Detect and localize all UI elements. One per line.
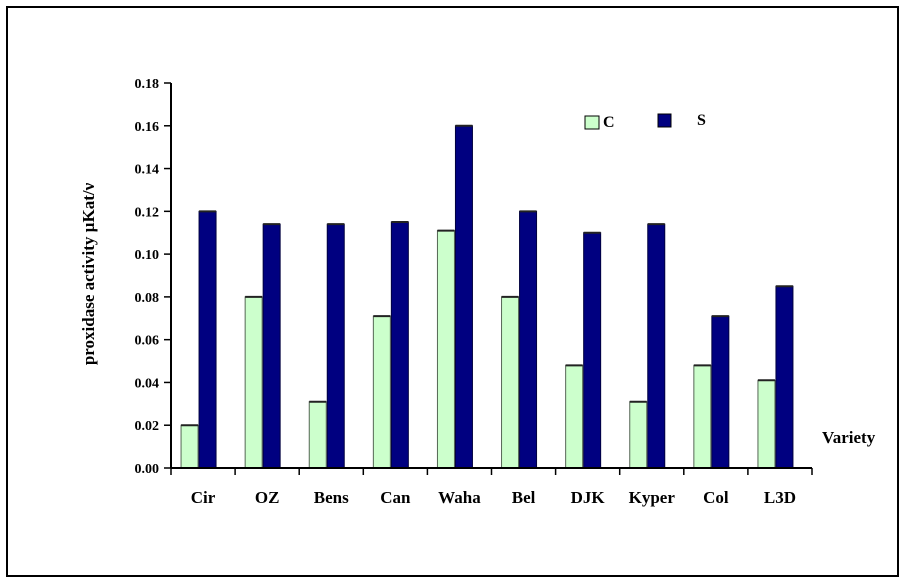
bar-c-cir [180, 424, 199, 469]
y-tick-label: 0.08 [135, 291, 160, 306]
y-axis-label: proxidase activity µKat/ν [79, 182, 98, 365]
bar-c-waha [436, 230, 455, 469]
y-tick-label: 0.12 [135, 205, 160, 220]
bar-s-bens [326, 223, 345, 469]
bar-c-bel [501, 296, 520, 469]
legend-swatch-s [657, 113, 672, 128]
bar-s-bel [519, 210, 538, 469]
legend-label-c: C [603, 114, 615, 131]
y-tick-label: 0.02 [135, 419, 160, 434]
bar-c-oz [244, 296, 263, 469]
x-tick-label: Waha [438, 488, 481, 507]
y-tick-label: 0.18 [135, 77, 160, 92]
y-tick-label: 0.06 [135, 334, 160, 349]
bar-s-can [390, 221, 409, 469]
bar-s-cir [198, 210, 217, 469]
bar-c-can [372, 315, 391, 469]
x-tick-label: L3D [764, 488, 796, 507]
x-tick-label: Can [380, 488, 411, 507]
x-tick-label: Col [703, 488, 729, 507]
bar-c-kyper [629, 401, 648, 469]
legend-label-s: S [697, 112, 706, 129]
legend: C S [584, 112, 706, 131]
bar-s-djk [583, 232, 602, 469]
bar-s-kyper [647, 223, 666, 469]
y-tick-label: 0.10 [135, 248, 160, 263]
x-axis-label: Variety [822, 428, 876, 447]
bar-c-bens [308, 401, 327, 469]
bar-c-col [693, 364, 712, 469]
bar-c-djk [565, 364, 584, 469]
x-tick-label: DJK [571, 488, 606, 507]
x-tick-label: Cir [191, 488, 216, 507]
legend-swatch-c [584, 115, 600, 130]
x-tick-label: Bens [314, 488, 349, 507]
y-tick-label: 0.16 [135, 120, 160, 135]
bar-s-oz [262, 223, 281, 469]
y-tick-label: 0.04 [135, 376, 160, 391]
y-tick-label: 0.14 [135, 163, 160, 178]
bar-s-waha [454, 125, 473, 469]
x-tick-label: OZ [255, 488, 280, 507]
x-tick-label: Bel [512, 488, 536, 507]
x-tick-label: Kyper [629, 488, 676, 507]
y-tick-label: 0.00 [135, 462, 160, 477]
bar-s-l3d [775, 285, 794, 469]
bar-c-l3d [757, 379, 776, 469]
bar-s-col [711, 315, 730, 469]
